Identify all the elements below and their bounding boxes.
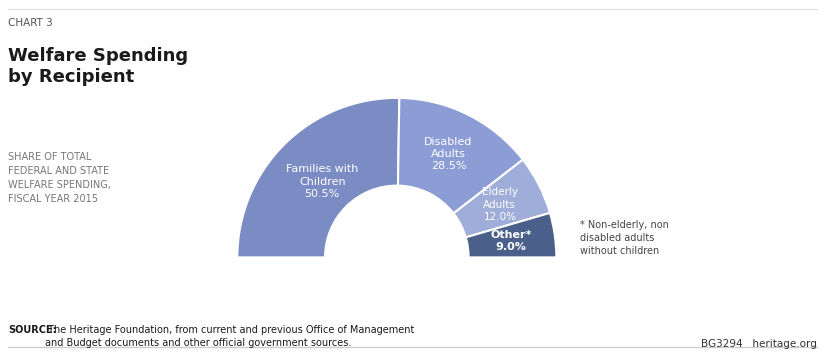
Text: Other*
9.0%: Other* 9.0%: [491, 230, 532, 252]
Text: BG3294   heritage.org: BG3294 heritage.org: [701, 339, 817, 349]
Text: SOURCE:: SOURCE:: [8, 325, 57, 335]
Text: * Non-elderly, non
disabled adults
without children: * Non-elderly, non disabled adults witho…: [580, 220, 669, 256]
Text: Elderly
Adults
12.0%: Elderly Adults 12.0%: [482, 187, 518, 222]
Text: Families with
Children
50.5%: Families with Children 50.5%: [286, 164, 358, 199]
Text: CHART 3: CHART 3: [8, 18, 53, 28]
Text: The Heritage Foundation, from current and previous Office of Management
and Budg: The Heritage Foundation, from current an…: [45, 325, 415, 348]
Text: Welfare Spending
by Recipient: Welfare Spending by Recipient: [8, 47, 188, 86]
Wedge shape: [238, 98, 399, 257]
Text: SHARE OF TOTAL
FEDERAL AND STATE
WELFARE SPENDING,
FISCAL YEAR 2015: SHARE OF TOTAL FEDERAL AND STATE WELFARE…: [8, 152, 111, 204]
Wedge shape: [466, 213, 556, 257]
Wedge shape: [454, 160, 550, 238]
Text: Disabled
Adults
28.5%: Disabled Adults 28.5%: [424, 136, 473, 171]
Wedge shape: [398, 98, 523, 213]
